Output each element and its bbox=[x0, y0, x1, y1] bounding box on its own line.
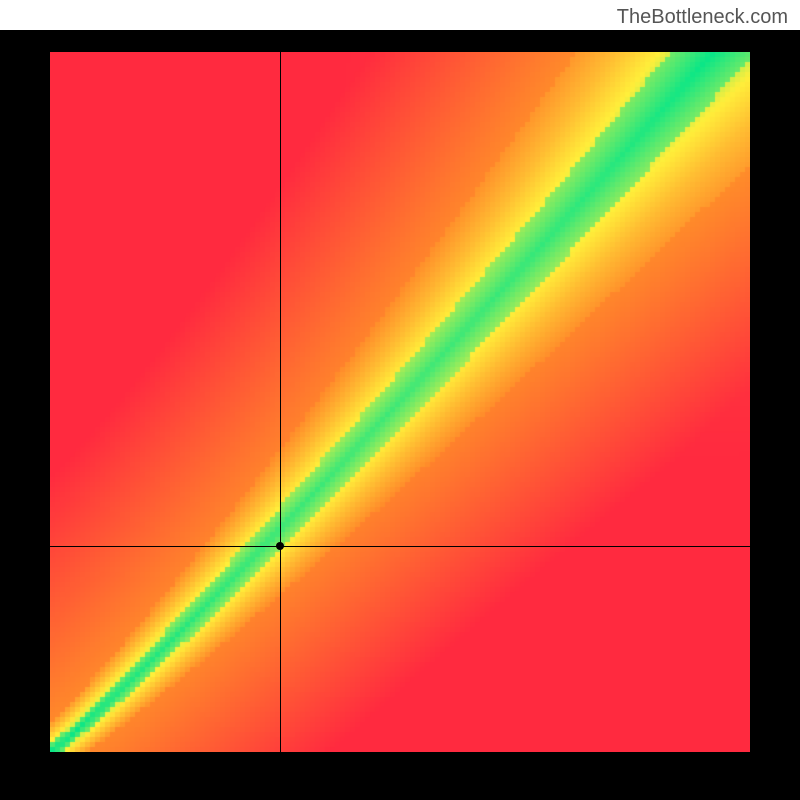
crosshair-horizontal bbox=[50, 546, 750, 547]
plot-frame bbox=[0, 30, 800, 800]
attribution-text: TheBottleneck.com bbox=[617, 6, 788, 29]
heatmap-plot bbox=[50, 52, 750, 752]
crosshair-marker bbox=[276, 542, 284, 550]
crosshair-vertical bbox=[280, 52, 281, 752]
heatmap-canvas bbox=[50, 52, 750, 752]
